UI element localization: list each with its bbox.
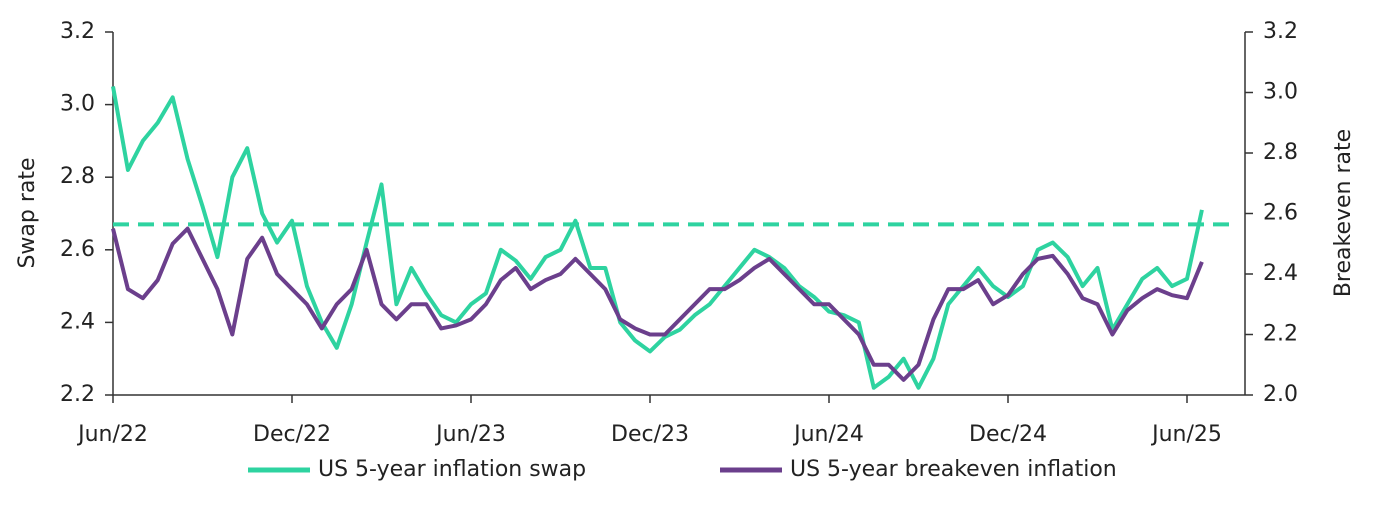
x-tick-label: Jun/25 xyxy=(1150,422,1222,447)
y2ticks-label: 3.0 xyxy=(1263,80,1298,105)
yticks-label: 2.2 xyxy=(60,382,95,407)
y-axis-title: Swap rate xyxy=(15,157,40,268)
legend-label: US 5-year inflation swap xyxy=(318,457,586,482)
y2ticks-label: 3.2 xyxy=(1263,19,1298,44)
y2-axis-title: Breakeven rate xyxy=(1331,129,1356,297)
y2ticks-label: 2.2 xyxy=(1263,322,1298,347)
x-tick-label: Jun/24 xyxy=(792,422,864,447)
yticks-label: 3.0 xyxy=(60,92,95,117)
x-tick-label: Dec/22 xyxy=(253,422,331,447)
yticks-label: 2.6 xyxy=(60,237,95,262)
yticks-label: 3.2 xyxy=(60,19,95,44)
yticks-label: 2.8 xyxy=(60,164,95,189)
x-tick-label: Jun/23 xyxy=(434,422,506,447)
x-tick-label: Dec/23 xyxy=(611,422,689,447)
x-tick-label: Jun/22 xyxy=(76,422,148,447)
y2ticks-label: 2.4 xyxy=(1263,261,1298,286)
y2ticks-label: 2.6 xyxy=(1263,201,1298,226)
series-line xyxy=(111,86,1204,390)
x-tick-label: Dec/24 xyxy=(969,422,1047,447)
y2ticks-label: 2.0 xyxy=(1263,382,1298,407)
legend-label: US 5-year breakeven inflation xyxy=(790,457,1117,482)
series-line xyxy=(111,226,1204,382)
y2ticks-label: 2.8 xyxy=(1263,140,1298,165)
yticks-label: 2.4 xyxy=(60,309,95,334)
